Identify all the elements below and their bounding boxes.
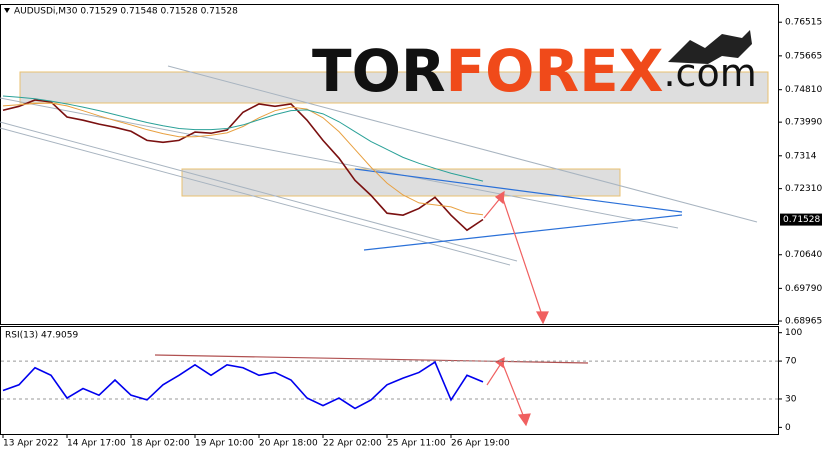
y-tick-label: 0.72310 (785, 184, 822, 194)
current-price-box (780, 213, 822, 226)
current-price-label: 0.71528 (783, 215, 820, 225)
series-line (2, 360, 484, 410)
y-tick-label: 0.76515 (785, 18, 822, 28)
watermark-part: FOREX (446, 37, 664, 105)
rsi-frame (0, 326, 779, 435)
series-line (2, 99, 484, 232)
arrow-head (494, 356, 505, 369)
support-zone (181, 168, 621, 197)
channel-line (0, 127, 511, 266)
header: AUDUSDi,M30 0.71529 0.71548 0.71528 0.71… (14, 7, 238, 17)
series-line (2, 95, 484, 182)
y-tick-label: 70 (785, 357, 797, 367)
arrow-head (517, 413, 531, 427)
header-icon (4, 8, 10, 13)
trend-line (354, 168, 683, 213)
watermark-part: TOR (312, 37, 446, 105)
arrow (486, 361, 503, 386)
channel-line (167, 65, 758, 223)
y-tick-label: 0.74810 (785, 85, 822, 95)
price-frame (0, 4, 779, 325)
y-tick-label: 0.75665 (785, 51, 822, 61)
y-tick-label: 30 (785, 394, 797, 404)
y-tick-label: 0.73990 (785, 118, 822, 128)
forecast-arrows (483, 190, 549, 427)
y-tick-label: 0.7314 (785, 151, 817, 161)
x-tick-label: 13 Apr 2022 (3, 439, 59, 449)
watermark: TORFOREX.com (312, 37, 757, 105)
panel-title: RSI(13) 47.9059 (5, 331, 78, 341)
trend-line (363, 214, 683, 251)
x-tick-label: 22 Apr 02:00 (323, 439, 382, 449)
y-tick-label: 0 (785, 423, 791, 433)
x-tick-label: 18 Apr 02:00 (131, 439, 190, 449)
arrow (501, 195, 544, 319)
y-tick-label: 100 (785, 328, 802, 338)
rsi-trend-line (154, 354, 589, 364)
y-tick-label: 0.70640 (785, 250, 822, 260)
arrow-head (494, 190, 505, 205)
x-tick-label: 14 Apr 17:00 (67, 439, 126, 449)
x-tick-label: 25 Apr 11:00 (387, 439, 446, 449)
x-tick-label: 26 Apr 19:00 (451, 439, 510, 449)
y-tick-label: 0.68965 (785, 317, 822, 327)
triangle-lines (354, 168, 683, 251)
series-line (2, 102, 484, 216)
bull-icon (668, 30, 752, 64)
channel-line (0, 121, 518, 262)
x-tick-label: 20 Apr 18:00 (259, 439, 318, 449)
arrow-head (535, 311, 549, 325)
arrow (501, 361, 526, 421)
y-tick-label: 0.69790 (785, 284, 822, 294)
resistance-zone (19, 71, 769, 104)
x-tick-label: 19 Apr 10:00 (195, 439, 254, 449)
